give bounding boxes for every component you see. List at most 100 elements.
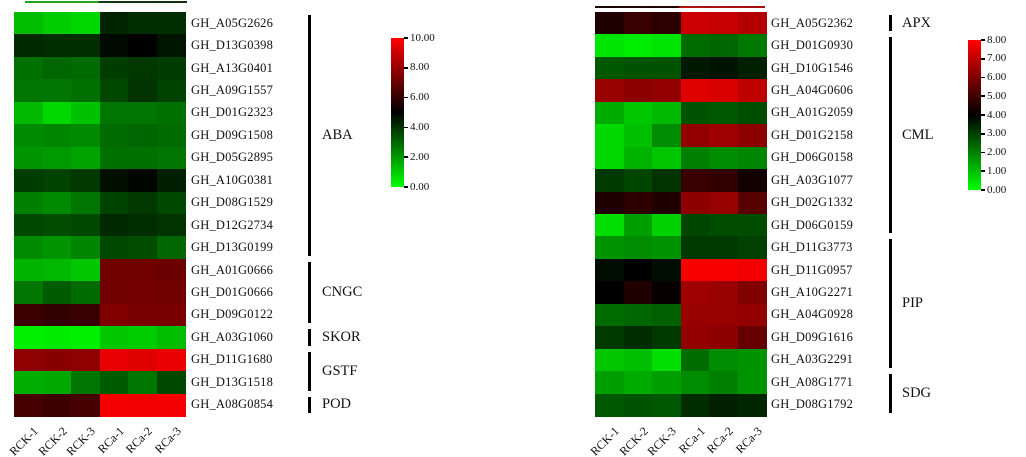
group-label: ABA — [322, 126, 353, 143]
heatmap-cell — [71, 281, 101, 305]
colorbar-tick — [981, 95, 985, 98]
gene-label: GH_A03G2291 — [771, 352, 854, 367]
heatmap-cell — [737, 101, 767, 125]
heatmap-cell — [99, 326, 129, 350]
gene-label: GH_D13G0199 — [191, 240, 274, 255]
heatmap-cell — [709, 12, 739, 36]
group-bracket — [308, 15, 311, 256]
heatmap-cell — [680, 56, 710, 80]
heatmap-cell — [99, 34, 129, 58]
heatmap-cell — [14, 191, 44, 215]
heatmap-cell — [709, 371, 739, 395]
colorbar-tick-label: 0.00 — [410, 180, 430, 193]
heatmap-cell — [737, 348, 767, 372]
heatmap-cell — [99, 124, 129, 148]
heatmap-cell — [42, 393, 72, 417]
colorbar-tick-label: 4.00 — [410, 120, 430, 133]
heatmap-cell — [737, 146, 767, 170]
heatmap-cell — [709, 101, 739, 125]
heatmap-cell — [128, 303, 158, 327]
gene-label: GH_A10G0381 — [191, 172, 274, 187]
colorbar-gradient — [391, 38, 404, 187]
heatmap-cell — [71, 371, 101, 395]
heatmap-cell — [14, 169, 44, 193]
group-label: GSTF — [322, 362, 358, 379]
heatmap-cell — [652, 191, 682, 215]
heatmap-cell — [14, 34, 44, 58]
heatmap-cell — [71, 101, 101, 125]
heatmap-cell — [99, 56, 129, 80]
heatmap-cell — [595, 371, 625, 395]
heatmap-cell — [623, 124, 653, 148]
heatmap-cell — [156, 34, 186, 58]
colorbar-tick-label: 0.00 — [987, 183, 1007, 196]
gene-label: GH_A01G2059 — [771, 105, 854, 120]
heatmap-cell — [595, 101, 625, 125]
colorbar-tick — [981, 76, 985, 79]
heatmap-cell — [14, 146, 44, 170]
heatmap-cell — [623, 236, 653, 260]
heatmap-cell — [623, 303, 653, 327]
heatmap-cell — [652, 34, 682, 58]
colorbar-tick — [981, 39, 985, 41]
heatmap-cell — [737, 12, 767, 36]
heatmap-cell — [709, 146, 739, 170]
heatmap-cell — [623, 56, 653, 80]
heatmap-cell — [128, 34, 158, 58]
heatmap-cell — [156, 146, 186, 170]
heatmap-cell — [128, 101, 158, 125]
heatmap-cell — [623, 371, 653, 395]
heatmap-cell — [99, 101, 129, 125]
colorbar-tick — [981, 170, 985, 173]
gene-label: GH_A13G0401 — [191, 60, 274, 75]
colorbar-tick — [404, 96, 408, 99]
heatmap-cell — [680, 12, 710, 36]
heatmap-cell — [680, 326, 710, 350]
heatmap-cell — [680, 146, 710, 170]
heatmap-cell — [99, 191, 129, 215]
heatmap-cell — [709, 214, 739, 238]
group-bracket — [308, 261, 311, 324]
heatmap-cell — [14, 303, 44, 327]
heatmap-cell — [99, 236, 129, 260]
heatmap-cell — [42, 169, 72, 193]
colorbar-tick — [981, 114, 985, 116]
heatmap-cell — [71, 79, 101, 103]
heatmap-cell — [128, 124, 158, 148]
heatmap-cell — [14, 236, 44, 260]
heatmap-cell — [652, 124, 682, 148]
heatmap-cell — [709, 79, 739, 103]
colorbar-tick — [981, 132, 985, 135]
heatmap-cell — [71, 303, 101, 327]
gene-label: GH_D12G2734 — [191, 217, 274, 232]
group-bracket — [308, 329, 311, 346]
heatmap-cell — [71, 169, 101, 193]
heatmap-cell — [42, 101, 72, 125]
colorbar-tick — [404, 126, 408, 129]
group-bracket — [889, 15, 892, 32]
heatmap-cell — [680, 303, 710, 327]
gene-label: GH_A04G0606 — [771, 83, 854, 98]
gene-label: GH_D08G1529 — [191, 195, 274, 210]
group-bracket — [889, 374, 892, 413]
heatmap-cell — [42, 281, 72, 305]
heatmap-cell — [737, 56, 767, 80]
gene-label: GH_D09G1616 — [771, 329, 854, 344]
heatmap-cell — [156, 281, 186, 305]
heatmap-cell — [42, 191, 72, 215]
heatmap-cell — [652, 326, 682, 350]
heatmap-cell — [623, 146, 653, 170]
heatmap-cell — [595, 348, 625, 372]
heatmap-cell — [623, 79, 653, 103]
heatmap-cell — [71, 258, 101, 282]
heatmap-cell — [156, 169, 186, 193]
colorbar-tick-label: 6.00 — [410, 91, 430, 104]
heatmap-cell — [652, 236, 682, 260]
heatmap-cell — [595, 258, 625, 282]
colorbar-tick-label: 8.00 — [987, 33, 1007, 46]
heatmap-cell — [709, 169, 739, 193]
heatmap-cell — [623, 101, 653, 125]
heatmap-cell — [42, 124, 72, 148]
